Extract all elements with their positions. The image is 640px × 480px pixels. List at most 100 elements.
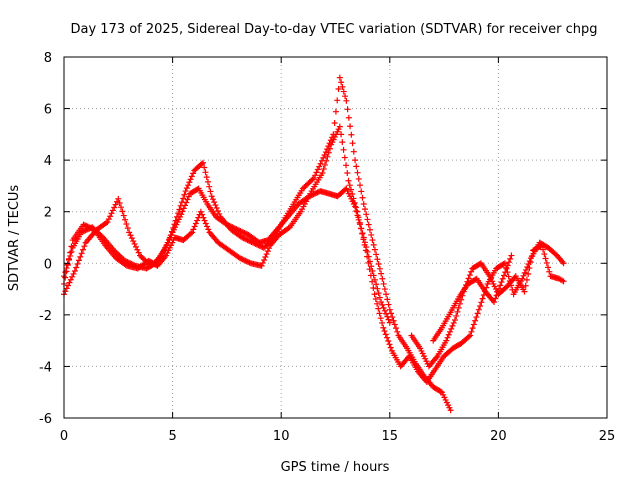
data-point — [131, 240, 138, 247]
data-point — [468, 328, 475, 335]
data-point — [135, 249, 142, 256]
x-tick-label: 0 — [60, 429, 68, 444]
data-point — [391, 321, 398, 328]
data-point — [241, 229, 248, 236]
data-point — [358, 188, 365, 195]
data-point — [245, 258, 252, 265]
data-point — [443, 337, 450, 344]
data-point — [79, 228, 86, 235]
data-point — [134, 246, 141, 253]
data-point — [375, 290, 382, 297]
data-point — [339, 83, 346, 90]
data-point — [108, 210, 115, 217]
data-point — [197, 208, 204, 215]
data-point — [65, 255, 72, 262]
data-point — [340, 88, 347, 95]
data-point — [546, 268, 553, 275]
data-point — [128, 235, 135, 242]
data-point — [445, 331, 452, 338]
data-point — [324, 153, 331, 160]
data-point — [266, 245, 273, 252]
data-point — [323, 157, 330, 164]
data-point — [111, 204, 118, 211]
y-tick-label: 4 — [44, 154, 52, 169]
data-point — [204, 223, 211, 230]
data-point — [62, 274, 69, 281]
data-point — [345, 114, 352, 121]
data-point — [73, 264, 80, 271]
data-point — [188, 173, 195, 180]
data-point — [186, 179, 193, 186]
data-point — [541, 251, 548, 258]
data-point — [378, 270, 385, 277]
data-point — [247, 238, 254, 245]
data-point — [252, 240, 259, 247]
data-point — [365, 221, 372, 228]
data-point — [261, 256, 268, 263]
data-point — [366, 266, 373, 273]
data-point — [508, 252, 515, 259]
data-point — [212, 202, 219, 209]
data-point — [497, 282, 504, 289]
data-point — [354, 169, 361, 176]
data-point — [470, 321, 477, 328]
data-point — [194, 217, 201, 224]
data-point — [326, 145, 333, 152]
data-point — [216, 210, 223, 217]
data-point — [74, 260, 81, 267]
data-point — [353, 163, 360, 170]
data-point — [167, 232, 174, 239]
data-point — [537, 242, 544, 249]
data-point — [104, 219, 111, 226]
data-point — [542, 255, 549, 262]
data-point — [85, 224, 92, 231]
data-point — [183, 185, 190, 192]
data-point — [314, 166, 321, 173]
data-point — [82, 227, 89, 234]
data-point — [352, 204, 359, 211]
data-point — [334, 97, 341, 104]
data-point — [370, 284, 377, 291]
data-point — [494, 289, 501, 296]
data-point — [249, 239, 256, 246]
data-point — [342, 93, 349, 100]
data-point — [314, 189, 321, 196]
data-point — [122, 216, 129, 223]
y-tick-label: -6 — [39, 412, 52, 427]
y-axis-label: SDTVAR / TECUs — [7, 185, 22, 292]
data-point — [492, 295, 499, 302]
data-point — [344, 106, 351, 113]
data-point — [84, 223, 91, 230]
data-point — [71, 268, 78, 275]
data-point — [371, 291, 378, 298]
data-point — [523, 266, 530, 273]
data-point — [357, 225, 364, 232]
data-point — [385, 338, 392, 345]
data-point — [81, 222, 88, 229]
data-point — [239, 234, 246, 241]
data-point — [189, 229, 196, 236]
y-tick-label: 2 — [44, 206, 52, 221]
data-point — [498, 279, 505, 286]
chart-title: Day 173 of 2025, Sidereal Day-to-day VTE… — [70, 22, 597, 37]
data-point — [364, 253, 371, 260]
data-point — [66, 279, 73, 286]
data-point — [373, 281, 380, 288]
data-point — [364, 216, 371, 223]
data-point — [560, 260, 567, 267]
data-point — [381, 307, 388, 314]
data-point — [316, 163, 323, 170]
data-point — [199, 211, 206, 218]
data-point — [309, 176, 316, 183]
data-point — [361, 206, 368, 213]
data-point — [81, 228, 88, 235]
data-point — [187, 176, 194, 183]
data-point — [245, 237, 252, 244]
data-point — [371, 246, 378, 253]
data-point — [211, 199, 218, 206]
data-point — [375, 305, 382, 312]
data-point — [338, 79, 345, 86]
data-point — [381, 328, 388, 335]
data-point — [200, 159, 207, 166]
data-point — [560, 278, 567, 285]
